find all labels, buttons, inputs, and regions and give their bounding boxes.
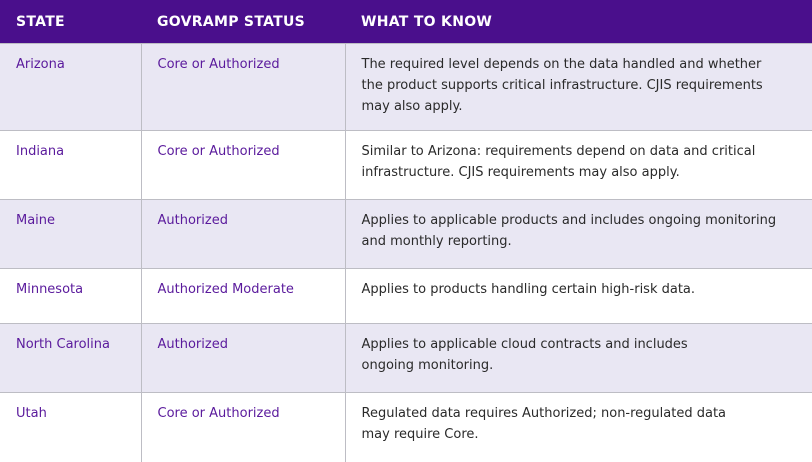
table-row: Arizona Core or Authorized The required le… [0,43,812,131]
cell: Applies to applicable products and inclu… [344,199,812,269]
cell-line: Applies to applicable cloud contracts an… [361,337,688,352]
header-row: STATE GOVRAMP STATUS WHAT TO KNOW [0,0,812,44]
cell: Authorized [140,199,345,269]
cell-line: ongoing monitoring. [361,358,494,373]
table-row: Utah Core or Authorized Regulated data req… [0,392,812,462]
cell: Applies to applicable cloud contracts an… [344,323,812,393]
column-header: WHAT TO KNOW [345,0,812,44]
cell: Arizona [0,43,141,131]
cell: Core or Authorized [140,130,345,200]
cell-line: Applies to applicable products and inclu… [361,213,777,228]
column-header: STATE [0,0,141,44]
cell-line: may require Core. [361,427,479,442]
cell: Regulated data requires Authorized; non-… [344,392,812,462]
cell: Authorized Moderate [140,268,345,324]
cell-line: Regulated data requires Authorized; non-… [361,406,727,421]
cell: North Carolina [0,323,141,393]
cell: Applies to products handling certain hig… [344,268,812,324]
table-body: Arizona Core or Authorized The required le… [0,43,812,462]
cell-line: infrastructure. CJIS requirements may al… [361,165,680,180]
table-row: Maine Authorized Applies to applicable pro… [0,199,812,269]
cell: Similar to Arizona: requirements depend … [344,130,812,200]
cell: Core or Authorized [140,43,345,131]
cell: The required level depends on the data h… [344,43,812,131]
cell-line: The required level depends on the data h… [361,57,762,72]
cell: Maine [0,199,141,269]
cell-line: and monthly reporting. [361,234,512,249]
cell-line: may also apply. [361,99,463,114]
column-header: GOVRAMP STATUS [141,0,345,44]
cell: Authorized [140,323,345,393]
cell: Minnesota [0,268,141,324]
cell-line: Applies to products handling certain hig… [361,282,696,297]
table-row: North Carolina Authorized Applies to appli… [0,323,812,393]
cell: Indiana [0,130,141,200]
table-row: Indiana Core or Authorized Similar to Ariz… [0,130,812,200]
table-row: Minnesota Authorized Moderate Applies to p… [0,268,812,324]
cell: Utah [0,392,141,462]
cell-line: the product supports critical infrastruc… [361,78,763,93]
cell-line: Similar to Arizona: requirements depend … [361,144,756,159]
cell: Core or Authorized [140,392,345,462]
